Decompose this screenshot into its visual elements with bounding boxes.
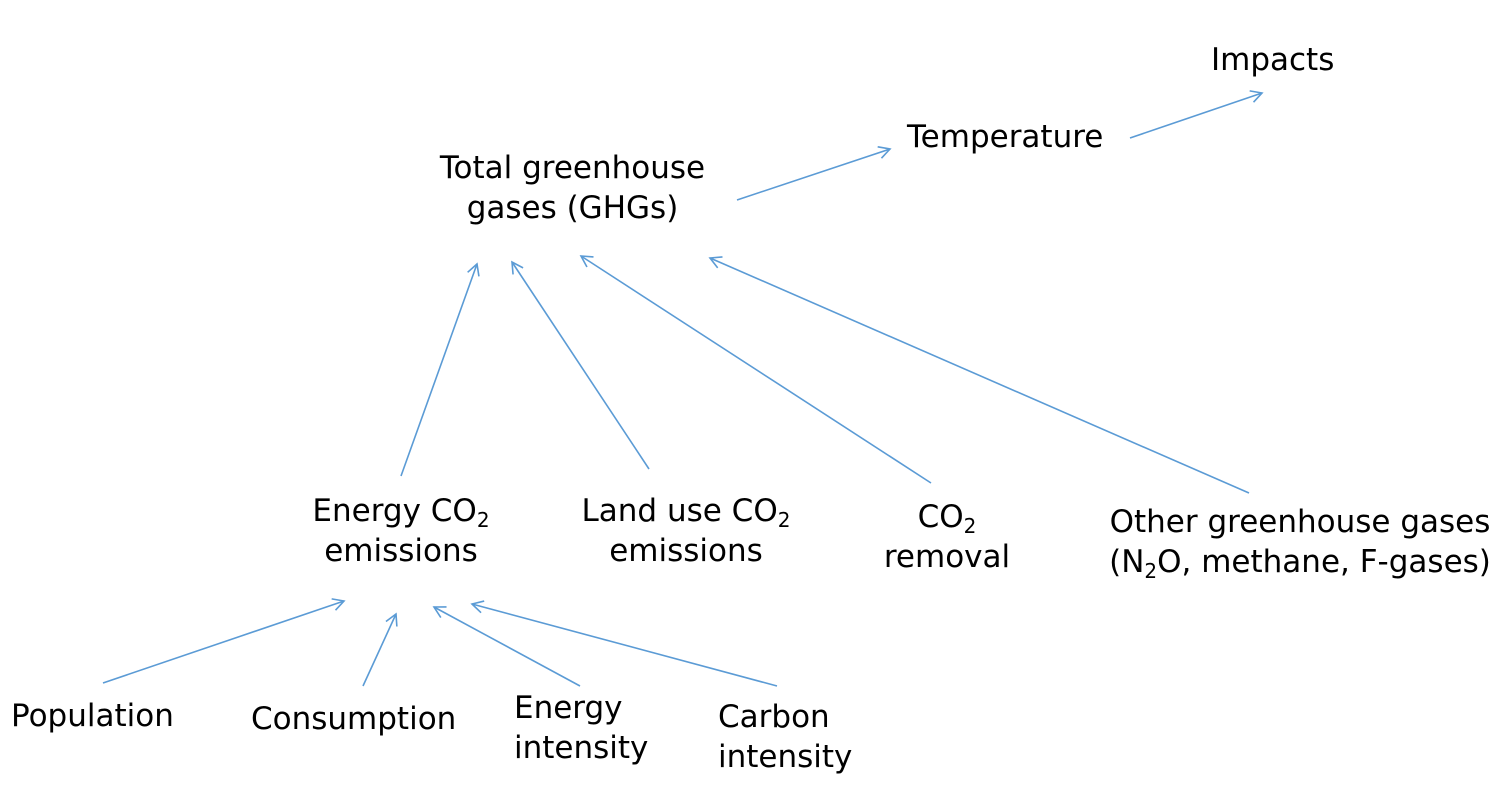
arrow-consumption-to-energy-co2 xyxy=(362,612,398,687)
node-consumption: Consumption xyxy=(251,701,457,737)
node-energy-co2-emissions: Energy CO2 emissions xyxy=(312,493,490,569)
arrow-land-use-co2-to-ghg xyxy=(511,260,650,470)
node-impacts: Impacts xyxy=(1211,42,1335,78)
arrow-other-ghg-to-ghg xyxy=(708,256,1250,494)
arrow-co2-removal-to-ghg xyxy=(579,255,932,484)
arrow-population-to-energy-co2 xyxy=(102,598,346,684)
node-carbon-intensity: Carbon intensity xyxy=(718,699,853,775)
node-land-use-co2-emissions: Land use CO2 emissions xyxy=(581,493,791,569)
arrow-temperature-to-impacts xyxy=(1129,90,1264,139)
node-other-ghg: Other greenhouse gases (N2O, methane, F-… xyxy=(1109,504,1491,583)
arrow-carbon-intensity-to-energy-co2 xyxy=(470,600,778,687)
node-energy-intensity: Energy intensity xyxy=(514,690,649,766)
arrow-ghg-to-temperature xyxy=(736,145,892,201)
arrow-energy-intensity-to-energy-co2 xyxy=(432,606,581,687)
arrow-energy-co2-to-ghg xyxy=(400,262,480,477)
node-co2-removal: CO2 removal xyxy=(883,499,1011,575)
node-total-ghg: Total greenhouse gases (GHGs) xyxy=(439,150,706,226)
node-population: Population xyxy=(11,698,174,734)
node-temperature: Temperature xyxy=(907,119,1104,155)
